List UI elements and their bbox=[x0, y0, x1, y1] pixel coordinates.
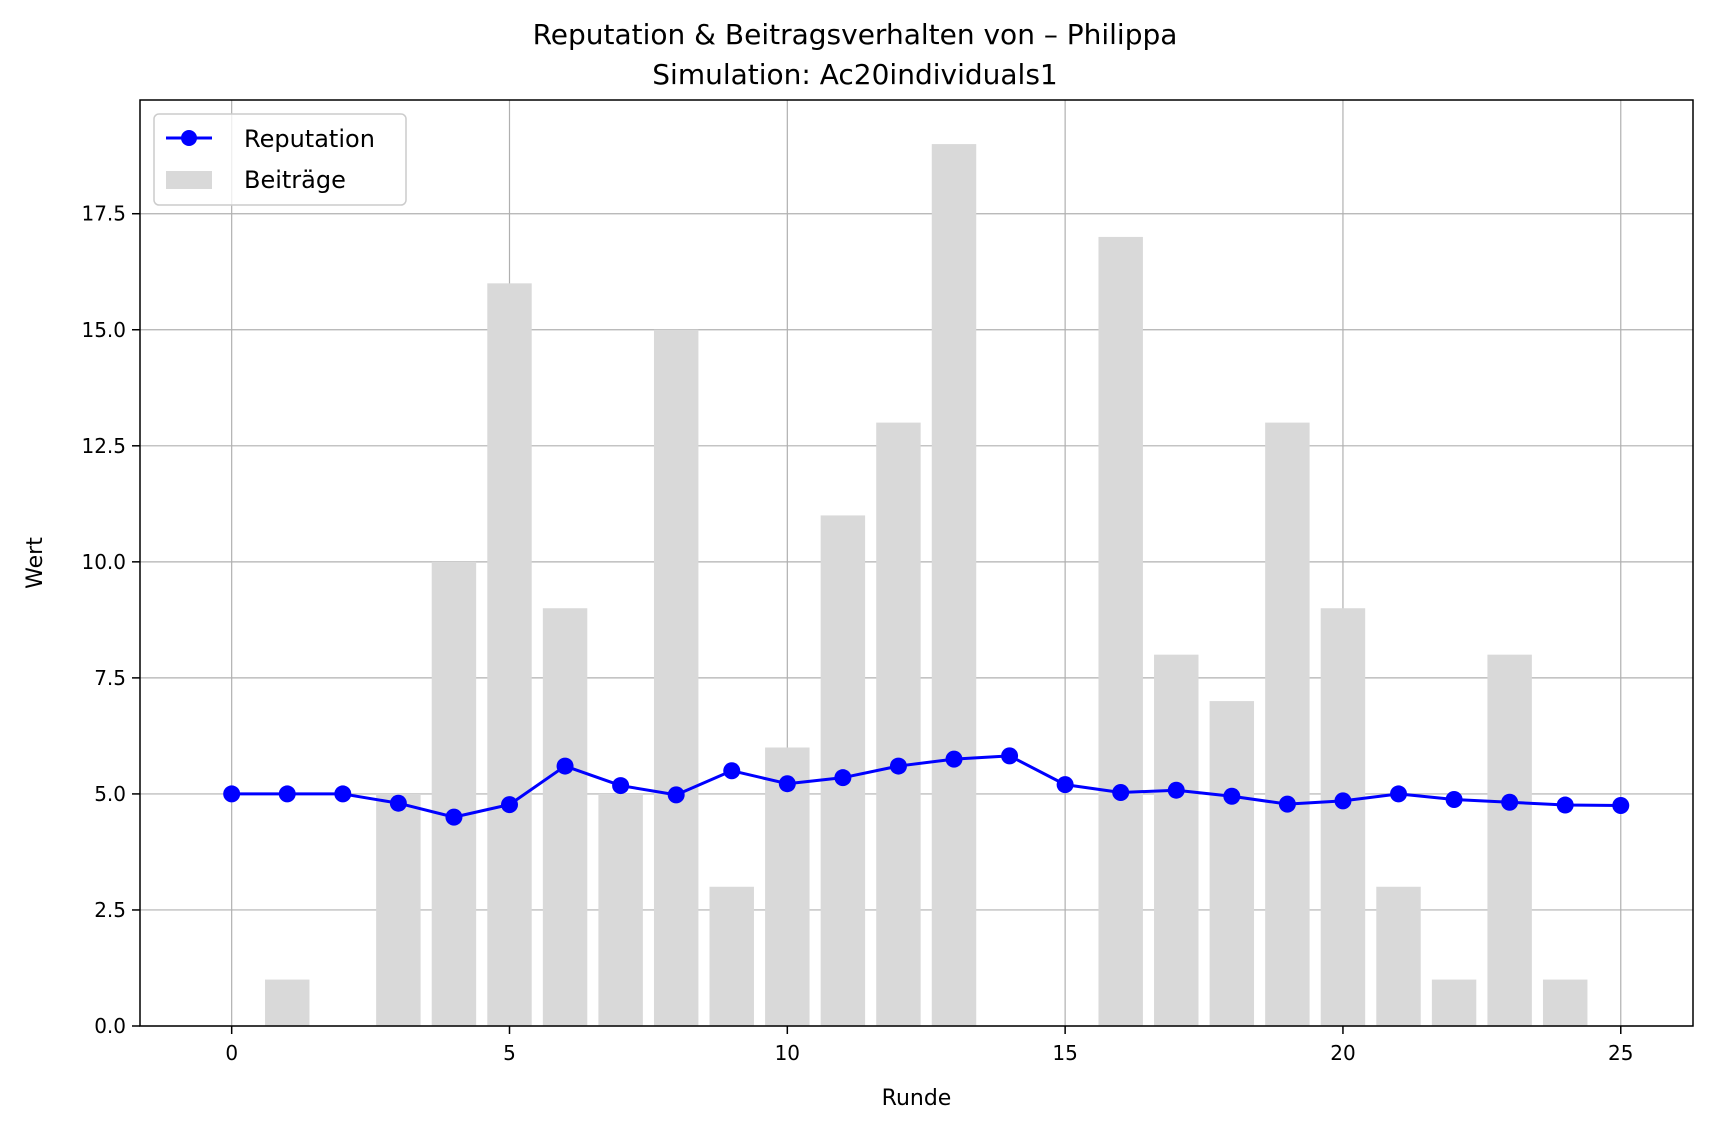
x-tick-label: 25 bbox=[1608, 1041, 1633, 1065]
reputation-point bbox=[500, 796, 518, 814]
reputation-line bbox=[231, 754, 1621, 819]
reputation-point bbox=[556, 757, 574, 775]
reputation-point bbox=[1556, 796, 1574, 814]
y-axis-ticks: 0.0 2.5 5.0 7.5 10.0 12.5 15.0 17.5 bbox=[81, 202, 140, 1038]
bar bbox=[1098, 236, 1143, 1027]
y-tick-label: 5.0 bbox=[94, 782, 126, 806]
bar bbox=[431, 561, 477, 1026]
reputation-point bbox=[445, 808, 463, 826]
legend-reputation-marker bbox=[181, 130, 197, 146]
legend-reputation-label: Reputation bbox=[244, 125, 375, 153]
reputation-point bbox=[1001, 747, 1019, 765]
reputation-point bbox=[1501, 793, 1519, 811]
x-tick-label: 0 bbox=[225, 1041, 238, 1065]
reputation-point bbox=[1445, 790, 1463, 808]
bar bbox=[1154, 654, 1199, 1026]
x-axis-ticks: 0 5 10 15 20 25 bbox=[225, 1026, 1633, 1065]
reputation-point bbox=[1223, 787, 1241, 805]
reputation-point bbox=[945, 750, 963, 768]
reputation-point bbox=[1612, 797, 1630, 815]
y-tick-label: 0.0 bbox=[94, 1014, 126, 1038]
bar bbox=[598, 793, 643, 1026]
plot-frame bbox=[139, 99, 1694, 1027]
bar bbox=[1320, 608, 1366, 1026]
legend-beitraege-label: Beiträge bbox=[244, 166, 346, 194]
reputation-point bbox=[1334, 792, 1352, 810]
legend-beitraege-swatch bbox=[166, 171, 212, 189]
bar bbox=[765, 747, 810, 1026]
bar bbox=[487, 283, 532, 1026]
bar bbox=[931, 144, 977, 1027]
y-tick-label: 7.5 bbox=[94, 666, 126, 690]
bar bbox=[265, 979, 310, 1026]
bar bbox=[376, 793, 421, 1026]
reputation-point bbox=[834, 769, 852, 787]
reputation-point bbox=[889, 757, 907, 775]
y-axis-label: Wert bbox=[23, 537, 48, 589]
reputation-point bbox=[612, 777, 630, 795]
reputation-point bbox=[1278, 795, 1296, 813]
y-tick-label: 2.5 bbox=[94, 898, 126, 922]
reputation-point bbox=[1112, 784, 1130, 802]
reputation-point bbox=[723, 762, 741, 780]
bar bbox=[542, 608, 588, 1026]
reputation-point bbox=[278, 785, 296, 803]
bar bbox=[709, 886, 754, 1026]
reputation-point bbox=[1056, 776, 1074, 794]
bar bbox=[1431, 979, 1477, 1026]
bar bbox=[1542, 979, 1588, 1026]
bar bbox=[653, 329, 699, 1026]
legend: Reputation Beiträge bbox=[153, 113, 407, 206]
reputation-point bbox=[389, 794, 407, 812]
y-tick-label: 15.0 bbox=[81, 318, 126, 342]
legend-box bbox=[153, 113, 407, 206]
x-tick-label: 20 bbox=[1330, 1041, 1355, 1065]
x-axis-label: Runde bbox=[882, 1086, 952, 1111]
reputation-point bbox=[223, 785, 241, 803]
y-tick-label: 12.5 bbox=[81, 434, 126, 458]
x-tick-label: 10 bbox=[775, 1041, 800, 1065]
x-tick-label: 15 bbox=[1052, 1041, 1077, 1065]
bar-series bbox=[265, 144, 1588, 1027]
reputation-point bbox=[667, 786, 685, 804]
reputation-point bbox=[1167, 781, 1185, 799]
bar bbox=[1487, 654, 1532, 1026]
reputation-point bbox=[1390, 785, 1408, 803]
bar bbox=[1265, 422, 1310, 1026]
bar bbox=[876, 422, 921, 1026]
reputation-point bbox=[334, 785, 352, 803]
chart-subtitle: Simulation: Ac20individuals1 bbox=[652, 58, 1057, 91]
x-tick-label: 5 bbox=[503, 1041, 516, 1065]
line-series bbox=[223, 747, 1630, 826]
chart-title: Reputation & Beitragsverhalten von – Phi… bbox=[533, 18, 1178, 51]
y-tick-label: 10.0 bbox=[81, 550, 126, 574]
bar bbox=[1209, 701, 1255, 1026]
y-tick-label: 17.5 bbox=[81, 202, 126, 226]
bar bbox=[1376, 886, 1421, 1026]
reputation-point bbox=[778, 775, 796, 793]
